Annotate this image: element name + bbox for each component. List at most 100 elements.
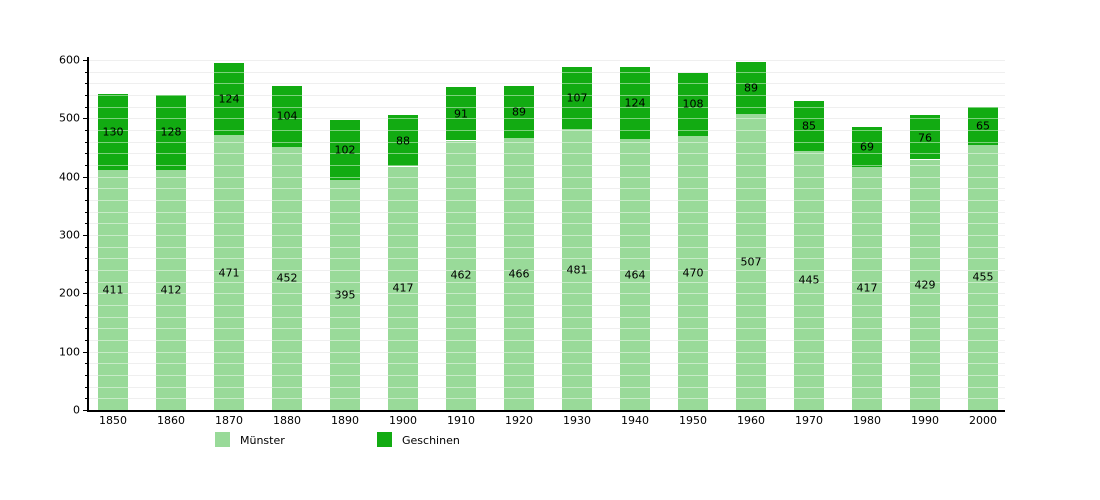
bar-value-geschinen-1930: 107 (566, 91, 588, 105)
bar-segment-geschinen-1860 (156, 95, 186, 170)
gridline-overlay (89, 258, 1005, 259)
x-axis-label-1950: 1950 (679, 414, 707, 427)
gridline (89, 95, 1005, 96)
bar-value-geschinen-1910: 91 (454, 107, 468, 121)
bar-segment-geschinen-1920 (504, 86, 534, 138)
bar-value-geschinen-2000: 65 (976, 119, 990, 133)
x-axis-label-1870: 1870 (215, 414, 243, 427)
gridline-overlay (89, 177, 1005, 178)
y-axis-minor-tick (85, 72, 88, 73)
legend-label-munster: Münster (240, 434, 285, 447)
y-axis-minor-tick (85, 317, 88, 318)
gridline (89, 340, 1005, 341)
x-axis-label-1880: 1880 (273, 414, 301, 427)
x-axis-label-1990: 1990 (911, 414, 939, 427)
x-axis-label-1980: 1980 (853, 414, 881, 427)
y-axis-label-300: 300 (59, 228, 80, 242)
y-axis-minor-tick (85, 340, 88, 341)
gridline-overlay (89, 398, 1005, 399)
y-axis-minor-tick (85, 223, 88, 224)
bar-value-geschinen-1970: 85 (802, 119, 816, 133)
bar-value-munster-1920: 466 (508, 267, 530, 281)
gridline (89, 258, 1005, 259)
x-axis-label-1920: 1920 (505, 414, 533, 427)
bar-segment-munster-1930 (562, 129, 592, 410)
gridline (89, 72, 1005, 73)
gridline (89, 305, 1005, 306)
bar-value-munster-1860: 412 (160, 283, 182, 297)
gridline-overlay (89, 223, 1005, 224)
bar-segment-munster-1950 (678, 136, 708, 410)
y-axis-label-200: 200 (59, 286, 80, 300)
bar-segment-munster-1900 (388, 167, 418, 410)
bar-segment-munster-1920 (504, 138, 534, 410)
gridline (89, 130, 1005, 131)
x-axis-label-1850: 1850 (99, 414, 127, 427)
y-axis-minor-tick (85, 270, 88, 271)
y-axis-minor-tick (85, 142, 88, 143)
y-axis-minor-tick (85, 387, 88, 388)
gridline (89, 118, 1005, 119)
y-axis-label-600: 600 (59, 53, 80, 67)
x-axis-label-1890: 1890 (331, 414, 359, 427)
gridline-overlay (89, 60, 1005, 61)
bar-value-munster-2000: 455 (972, 270, 994, 284)
gridline-overlay (89, 142, 1005, 143)
gridline-overlay (89, 282, 1005, 283)
bar-value-munster-1890: 395 (334, 288, 356, 302)
x-axis-label-1860: 1860 (157, 414, 185, 427)
gridline-overlay (89, 293, 1005, 294)
bar-segment-geschinen-2000 (968, 107, 998, 145)
bar-segment-geschinen-1900 (388, 115, 418, 166)
bar-value-munster-1950: 470 (682, 266, 704, 280)
x-axis-label-2000: 2000 (969, 414, 997, 427)
gridline-overlay (89, 95, 1005, 96)
gridline (89, 177, 1005, 178)
y-axis-major-tick (83, 235, 88, 236)
gridline (89, 223, 1005, 224)
gridline (89, 387, 1005, 388)
bar-value-geschinen-1940: 124 (624, 96, 646, 110)
y-axis-minor-tick (85, 328, 88, 329)
gridline (89, 200, 1005, 201)
y-axis-minor-tick (85, 258, 88, 259)
gridline-overlay (89, 188, 1005, 189)
y-axis-minor-tick (85, 165, 88, 166)
y-axis-label-100: 100 (59, 345, 80, 359)
x-axis-label-1970: 1970 (795, 414, 823, 427)
bar-value-munster-1870: 471 (218, 266, 240, 280)
gridline (89, 317, 1005, 318)
y-axis-minor-tick (85, 83, 88, 84)
gridline (89, 282, 1005, 283)
y-axis-minor-tick (85, 107, 88, 108)
bar-value-munster-1990: 429 (914, 278, 936, 292)
x-axis-label-1940: 1940 (621, 414, 649, 427)
y-axis-minor-tick (85, 247, 88, 248)
bar-value-geschinen-1960: 89 (744, 81, 758, 95)
bar-value-geschinen-1870: 124 (218, 92, 240, 106)
gridline (89, 398, 1005, 399)
bar-segment-munster-1880 (272, 146, 302, 410)
y-axis-major-tick (83, 60, 88, 61)
bar-segment-geschinen-1990 (910, 115, 940, 159)
gridline-overlay (89, 317, 1005, 318)
y-axis-minor-tick (85, 363, 88, 364)
bar-segment-munster-1980 (852, 167, 882, 410)
bar-value-munster-1940: 464 (624, 268, 646, 282)
gridline-overlay (89, 387, 1005, 388)
y-axis-minor-tick (85, 212, 88, 213)
bar-segment-geschinen-1910 (446, 87, 476, 140)
bar-segment-munster-1910 (446, 141, 476, 411)
gridline (89, 270, 1005, 271)
y-axis-major-tick (83, 410, 88, 411)
gridline (89, 60, 1005, 61)
bar-value-munster-1850: 411 (102, 283, 124, 297)
gridline-overlay (89, 340, 1005, 341)
gridline (89, 165, 1005, 166)
legend-swatch-geschinen (377, 432, 392, 447)
bar-value-munster-1980: 417 (856, 281, 878, 295)
gridline-overlay (89, 352, 1005, 353)
gridline-overlay (89, 118, 1005, 119)
gridline (89, 235, 1005, 236)
bar-segment-geschinen-1960 (736, 62, 766, 114)
